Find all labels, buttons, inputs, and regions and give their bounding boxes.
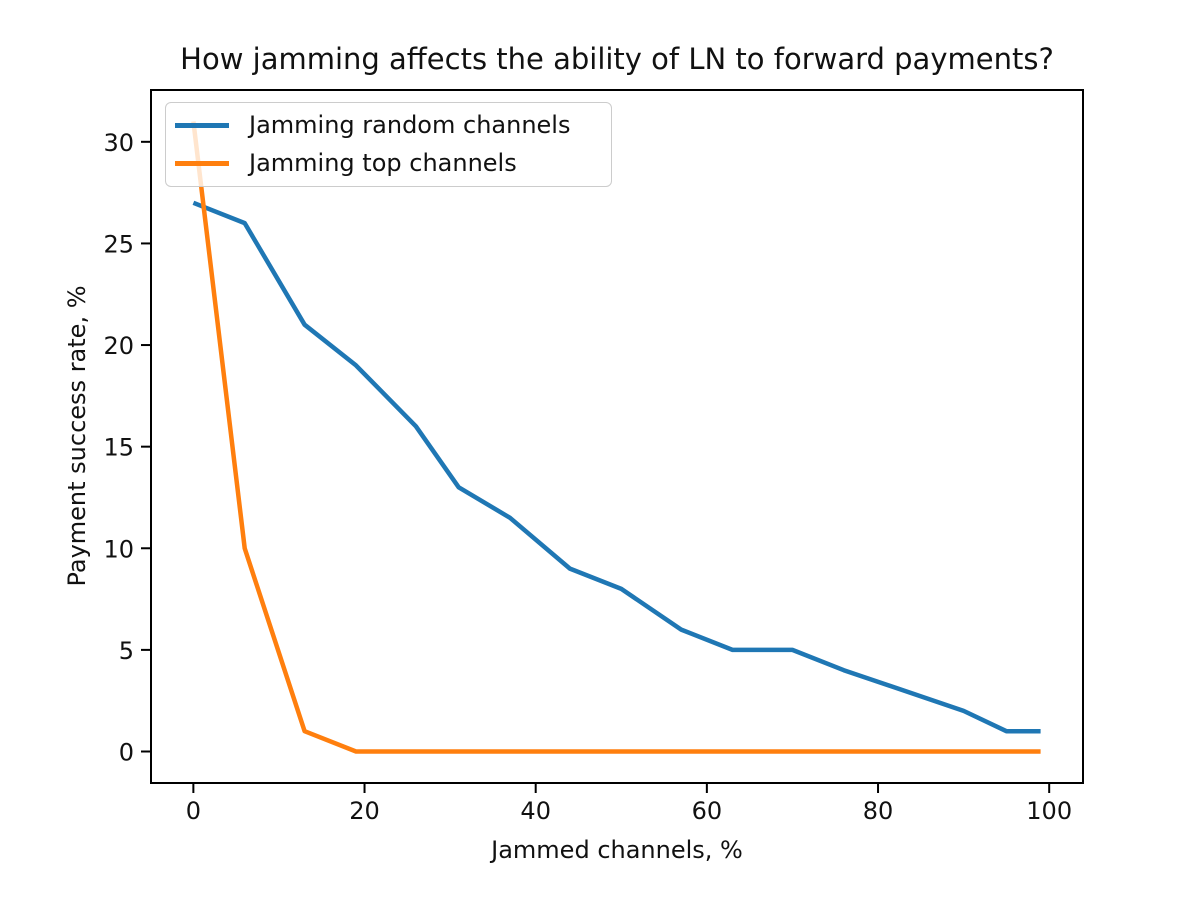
y-tick-label: 5 <box>119 637 134 665</box>
axes-frame <box>150 89 1084 784</box>
legend-label: Jamming random channels <box>249 111 571 139</box>
series-line-1 <box>191 121 1041 754</box>
legend-line-sample-blue <box>175 122 229 128</box>
x-tick-label: 100 <box>1026 797 1072 825</box>
x-axis-ticks: 0 20 40 60 80 100 <box>186 783 1072 825</box>
y-tick-label: 25 <box>103 230 134 258</box>
legend-item-random-channels: Jamming random channels <box>175 106 601 144</box>
x-tick-label: 20 <box>349 797 380 825</box>
x-tick-label: 40 <box>520 797 551 825</box>
x-tick-label: 60 <box>692 797 723 825</box>
x-tick-label: 80 <box>863 797 894 825</box>
axes-spines <box>150 89 1084 784</box>
series-lines <box>191 121 1041 754</box>
y-tick-label: 20 <box>103 332 134 360</box>
y-tick-label: 15 <box>103 434 134 462</box>
legend-item-top-channels: Jamming top channels <box>175 144 601 182</box>
legend: Jamming random channels Jamming top chan… <box>165 102 612 187</box>
legend-line-sample-orange <box>175 160 229 166</box>
legend-label: Jamming top channels <box>249 149 517 177</box>
y-tick-label: 30 <box>103 129 134 157</box>
y-tick-label: 10 <box>103 535 134 563</box>
chart-title: How jamming affects the ability of LN to… <box>180 42 1054 76</box>
x-axis-label: Jammed channels, % <box>491 836 743 864</box>
y-axis-label: Payment success rate, % <box>63 285 91 587</box>
x-tick-label: 0 <box>186 797 201 825</box>
series-line-0 <box>192 200 1041 734</box>
y-tick-label: 0 <box>119 739 134 767</box>
y-axis-ticks: 0 5 10 15 20 25 30 <box>103 129 151 767</box>
